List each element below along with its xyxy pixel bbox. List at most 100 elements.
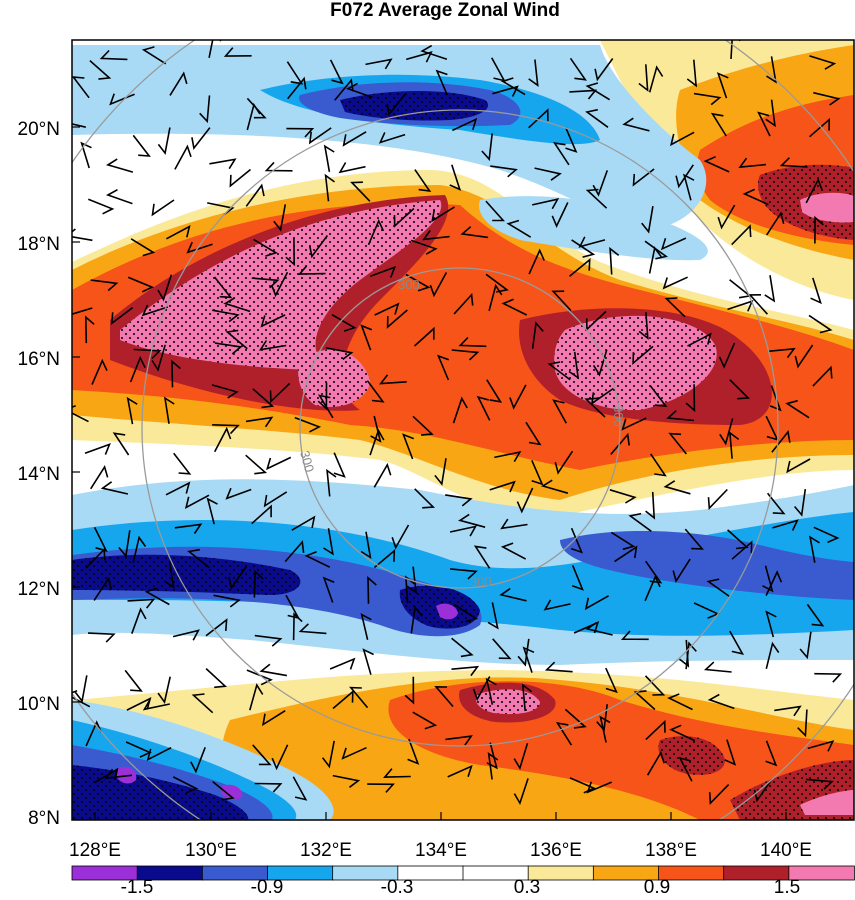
wind-barb [292,776,308,801]
wind-barb [814,215,824,244]
range-ring-labels: 300 300 300 300 [297,277,626,589]
wind-barb [229,168,252,188]
wind-barb [729,630,745,655]
wind-barb [104,768,132,780]
wind-barb [165,481,191,496]
wind-barb [258,340,287,351]
wind-barb [551,290,572,312]
wind-barb [410,605,423,634]
wind-barb [738,157,766,169]
wind-barb [263,491,288,508]
wind-barb [413,326,435,347]
wind-barb [378,132,406,144]
wind-barb [378,374,407,385]
wind-barb [93,576,113,601]
wind-barb [774,705,802,717]
lat-tick-label: 20°N [18,119,60,140]
wind-barb [813,91,841,106]
wind-barb [584,595,609,611]
wind-barb [266,456,292,471]
wind-barb [675,164,694,189]
wind-barb [769,385,782,412]
wind-barb [124,669,143,692]
wind-barb [294,416,322,433]
wind-barb [513,778,529,806]
wind-barb [341,746,367,760]
wind-barb [703,155,730,173]
wind-barb [730,40,741,60]
wind-barb [324,173,335,202]
wind-barb [429,272,448,298]
wind-barb [686,59,698,88]
wind-barb [171,359,181,388]
wind-barb [451,637,474,658]
wind-barb [190,747,206,774]
wind-barb [717,204,736,230]
wind-barb [420,44,448,60]
wind-barb [285,238,296,267]
wind-barb [522,646,535,673]
wind-barb [487,752,499,780]
wind-barb [748,294,768,315]
wind-barb [93,527,108,552]
axis-ticks [72,126,787,820]
wind-barb [112,432,130,456]
wind-barb [88,198,115,215]
wind-barb [489,480,516,493]
wind-barb [476,395,491,421]
wind-barb [585,82,611,101]
lat-tick-label: 18°N [18,234,60,255]
wind-barb [807,740,835,752]
wind-barb [648,246,662,274]
wind-barb [186,241,213,254]
wind-barb [660,237,687,251]
wind-barb [366,380,385,403]
wind-barb [460,226,489,239]
wind-barb [644,574,661,602]
wind-barb [91,358,108,385]
wind-barb [374,302,400,316]
wind-barb [453,292,474,315]
wind-barb [412,415,434,436]
wind-barb [323,528,334,556]
wind-barb [184,494,210,510]
wind-barb [764,275,776,303]
wind-barb [205,668,228,689]
wind-barb [663,480,691,495]
wind-barb [211,384,239,399]
wind-barb [367,218,385,246]
wind-barb [662,276,688,290]
wind-barb [499,587,527,602]
wind-barb [334,78,354,101]
wind-barb [146,746,172,762]
wind-barb [765,610,777,638]
wind-barb [812,365,833,387]
wind-barb [322,576,335,603]
wind-barb [369,428,385,456]
wind-barb [404,575,416,604]
wind-barb [270,271,289,298]
wind-barb [632,168,655,187]
wind-barb [799,631,812,660]
wind-barb [638,64,649,92]
wind-barb [445,494,473,507]
wind-barb [492,85,519,97]
wind-barb [246,669,273,686]
wind-barb [719,418,734,446]
wind-barb [431,206,455,223]
wind-barb [414,488,436,509]
wind-barb [786,458,811,474]
wind-barb [174,523,203,534]
lon-tick-label: 134°E [415,840,467,861]
wind-barb [213,426,232,453]
x-axis: 128°E 130°E 132°E 134°E 136°E 138°E 140°… [69,840,812,861]
wind-barb [682,173,695,201]
wind-barb [199,95,211,124]
lat-tick-label: 12°N [18,579,60,600]
wind-barb [573,621,600,634]
wind-barb [225,487,252,500]
wind-barb [808,535,820,563]
wind-barb [127,276,155,293]
wind-barb [594,58,614,82]
